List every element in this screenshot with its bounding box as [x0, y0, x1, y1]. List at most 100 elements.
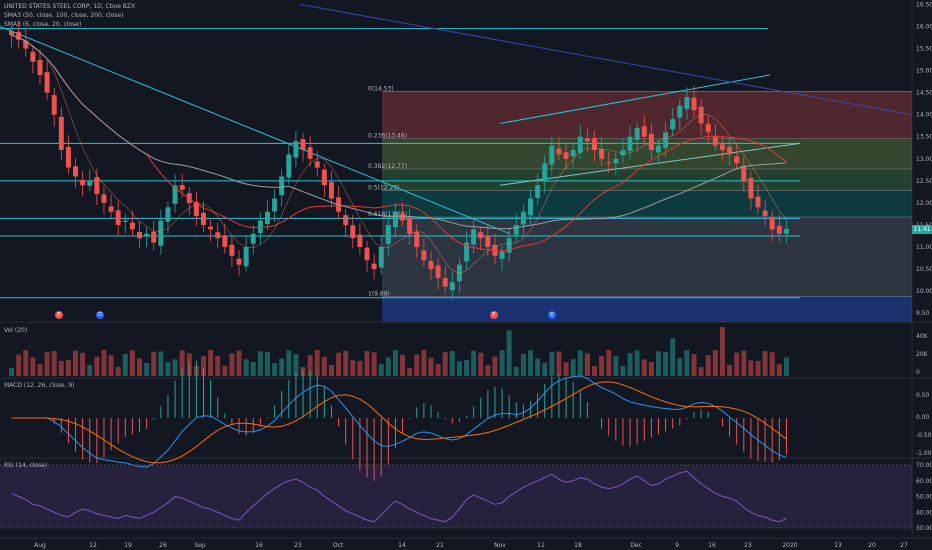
time-axis-tick: 21 [436, 542, 444, 549]
fib-zone [382, 296, 912, 322]
candle-body [442, 277, 448, 287]
sma-legend-1-text: SMA3 (50, close, 100, close, 200, close) [4, 12, 124, 19]
fib-level-label: 0(14.53) [368, 85, 394, 92]
earnings-marker[interactable]: E [55, 311, 63, 319]
time-axis-tick: 11 [537, 542, 545, 549]
time-axis-tick: 13 [834, 542, 842, 549]
candle-body [73, 166, 79, 177]
volume-bar [9, 368, 15, 376]
fib-zone [382, 217, 912, 297]
dividend-marker[interactable]: D [96, 311, 104, 319]
price-axis-tick: 14.00 [916, 112, 932, 119]
volume-bar [421, 350, 427, 376]
fib-zone [382, 168, 912, 191]
time-axis-tick: 23 [294, 542, 302, 549]
candle-body [648, 133, 654, 150]
rsi-axis-tick: 50.00 [916, 494, 932, 501]
volume-bar [535, 358, 541, 376]
candle-body [620, 149, 626, 156]
candle-body [144, 233, 150, 236]
volume-bar [599, 355, 605, 376]
volume-bar [293, 353, 299, 376]
candle-body [129, 222, 135, 230]
price-axis-tick: 13.50 [916, 134, 932, 141]
volume-bar [350, 360, 356, 376]
volume-bar [627, 353, 633, 376]
candle-body [783, 228, 789, 234]
candle-body [677, 105, 683, 118]
volume-bar [748, 360, 754, 376]
volume-bar [449, 351, 455, 376]
candle-body [65, 146, 71, 168]
volume-bar [727, 364, 733, 376]
candle-body [58, 116, 64, 150]
time-axis-tick: Aug [34, 542, 46, 549]
candle-body [776, 225, 782, 234]
candle-body [172, 185, 178, 204]
candle-body [272, 198, 278, 212]
symbol-legend[interactable]: UNITED STATES STEEL CORP, 1D, Cboe BZX [4, 3, 135, 10]
candle-body [748, 178, 754, 199]
candle-body [769, 217, 775, 230]
candle-body [577, 136, 583, 153]
volume-bar [478, 352, 484, 376]
volume-bar [414, 354, 420, 376]
volume-bar [392, 350, 398, 376]
candle-body [684, 97, 690, 110]
volume-bar [620, 365, 626, 376]
last-price-tag: 11.41 [912, 225, 932, 234]
sma-legend-1[interactable]: SMA3 (50, close, 100, close, 200, close) [4, 12, 123, 19]
candle-body [23, 40, 29, 49]
dividend-marker[interactable]: D [548, 311, 556, 319]
volume-axis-tick: 0 [916, 369, 920, 376]
candle-body [293, 141, 299, 158]
macd-signal-line [11, 381, 787, 464]
candle-body [414, 232, 420, 248]
sma-50-line [11, 34, 787, 230]
candle-body [755, 196, 761, 208]
candle-body [592, 137, 597, 150]
candle-body [627, 136, 633, 151]
volume-bar [80, 352, 86, 376]
candle-body [314, 161, 320, 168]
volume-bar [677, 358, 683, 376]
sma-legend-2[interactable]: SMA3 (6, close, 20, close) [4, 21, 81, 28]
volume-bar [456, 361, 462, 376]
candle-body [528, 198, 534, 216]
macd-axis-tick: 0.00 [916, 414, 930, 421]
candle-body [727, 146, 733, 155]
volume-bar [485, 365, 491, 376]
candle-body [264, 211, 270, 225]
volume-bar [528, 350, 534, 376]
candle-body [378, 247, 384, 268]
candle-body [385, 224, 391, 245]
volume-bar [314, 350, 320, 376]
earnings-marker[interactable]: E [490, 311, 498, 319]
candle-body [137, 231, 143, 239]
volume-bar [428, 357, 434, 376]
volume-bar [272, 363, 278, 376]
candle-body [584, 138, 590, 142]
volume-bar [613, 356, 619, 376]
volume-bar [30, 357, 36, 376]
macd-pane-title[interactable]: MACD (12, 26, close, 9) [4, 382, 75, 389]
price-axis-tick: 12.50 [916, 178, 932, 185]
price-axis-tick: 14.50 [916, 90, 932, 97]
candle-body [87, 180, 93, 186]
candle-body [279, 176, 285, 196]
candle-body [151, 231, 157, 243]
time-axis-tick: 27 [900, 542, 908, 549]
fib-zone [382, 91, 912, 139]
candle-body [392, 211, 398, 228]
price-axis-tick: 10.00 [916, 288, 932, 295]
candle-body [328, 182, 334, 199]
candle-body [350, 225, 356, 239]
vol-pane-title[interactable]: Vol (20) [4, 327, 27, 334]
rsi-pane-title[interactable]: RSI (14, close) [4, 462, 47, 469]
candle-body [343, 215, 349, 225]
long-downtrend-line [299, 3, 913, 116]
downtrend-line [0, 26, 511, 235]
candle-body [80, 179, 86, 186]
